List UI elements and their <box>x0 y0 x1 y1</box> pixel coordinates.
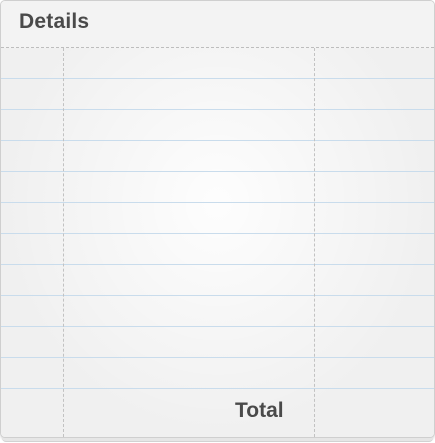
ruled-line <box>1 295 434 296</box>
sheet-bottom-edge <box>2 438 433 442</box>
sheet-header: Details <box>1 1 434 48</box>
ruled-line <box>1 140 434 141</box>
ruled-line <box>1 109 434 110</box>
sheet-title: Details <box>19 10 90 33</box>
ruled-line <box>1 326 434 327</box>
ruled-line <box>1 233 434 234</box>
ruled-line <box>1 171 434 172</box>
column-divider-left <box>63 48 64 437</box>
ruled-line <box>1 388 434 389</box>
ruled-line <box>1 357 434 358</box>
total-label: Total <box>235 399 284 422</box>
column-divider-right <box>314 48 315 437</box>
ruled-line <box>1 202 434 203</box>
ruled-line <box>1 264 434 265</box>
ruled-line <box>1 78 434 79</box>
ruled-table-area <box>1 48 434 437</box>
